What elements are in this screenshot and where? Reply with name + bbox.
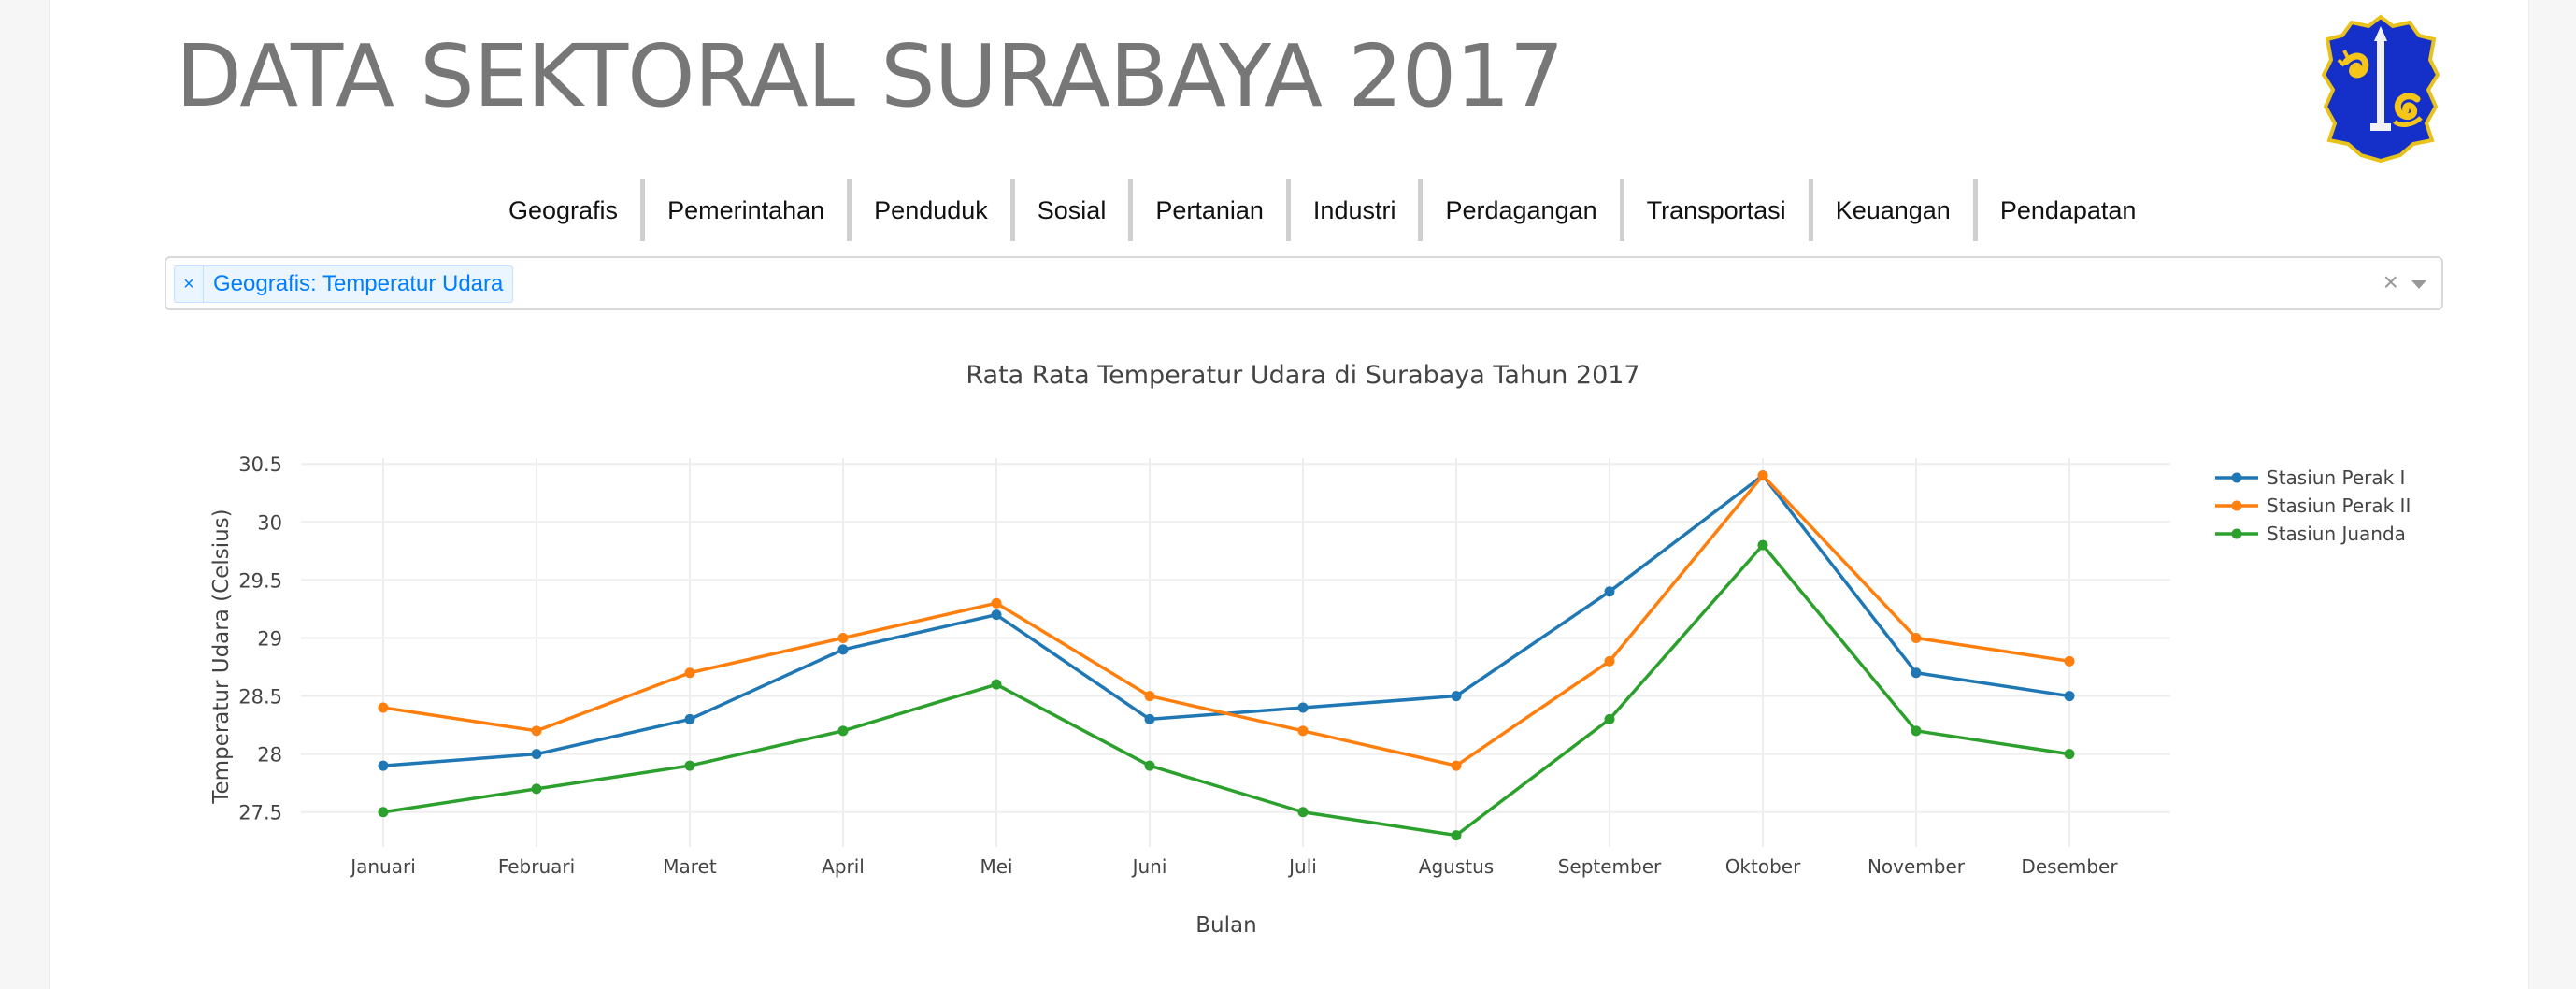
data-point xyxy=(1297,807,1309,818)
page-card xyxy=(49,0,2529,989)
data-point xyxy=(1604,713,1615,724)
data-point xyxy=(1451,691,1462,702)
data-point xyxy=(1911,632,1922,643)
data-point xyxy=(2064,749,2075,760)
data-point xyxy=(1451,830,1462,841)
data-point xyxy=(1144,760,1155,771)
data-point xyxy=(1604,586,1615,597)
x-axis-ticks: Januari Februari Maret April Mei Juni Juli Agus… xyxy=(349,855,2118,878)
y-tick-label: 28 xyxy=(257,744,282,767)
x-tick-label: Desember xyxy=(2021,855,2118,878)
data-point xyxy=(991,609,1002,621)
nav-item-industri[interactable]: Industri xyxy=(1291,179,1424,241)
data-point xyxy=(1144,713,1155,724)
x-tick-label: Maret xyxy=(663,855,717,878)
y-tick-label: 27.5 xyxy=(238,802,282,824)
data-point xyxy=(1911,667,1922,679)
tag-remove-icon[interactable]: × xyxy=(175,266,204,302)
selected-tag-label: Geografis: Temperatur Udara xyxy=(213,271,504,296)
series-line xyxy=(382,543,2070,838)
chart-series xyxy=(378,470,2075,841)
clear-selection-icon[interactable]: × xyxy=(2383,267,2398,296)
legend-label: Stasiun Juanda xyxy=(2267,523,2406,545)
legend-marker xyxy=(2231,528,2242,539)
nav-item-perdagangan[interactable]: Perdagangan xyxy=(1423,179,1624,241)
y-axis-ticks: 27.5 28 28.5 29 29.5 30 30.5 xyxy=(238,453,282,824)
data-point xyxy=(1604,655,1615,666)
x-tick-label: April xyxy=(822,855,865,878)
data-point xyxy=(1757,470,1768,481)
data-point xyxy=(1297,725,1309,737)
chart-legend: Stasiun Perak I Stasiun Perak II Stasiun J… xyxy=(2215,466,2411,545)
legend-marker xyxy=(2231,472,2242,483)
dropdown-arrow-icon[interactable] xyxy=(2411,280,2426,289)
y-tick-label: 28.5 xyxy=(238,686,282,709)
x-tick-label: November xyxy=(1868,855,1966,878)
nav-item-transportasi[interactable]: Transportasi xyxy=(1624,179,1813,241)
dataset-multiselect[interactable]: × Geografis: Temperatur Udara × xyxy=(165,256,2443,310)
selected-tag: × Geografis: Temperatur Udara xyxy=(174,265,514,303)
chart-grid xyxy=(301,458,2170,847)
x-tick-label: Juni xyxy=(1131,855,1167,878)
data-point xyxy=(378,760,389,771)
temperature-line-chart: Rata Rata Temperatur Udara di Surabaya T… xyxy=(209,361,2411,938)
x-tick-label: Januari xyxy=(349,855,416,878)
y-tick-label: 30.5 xyxy=(238,453,282,476)
x-axis-label: Bulan xyxy=(1195,913,1256,938)
data-point xyxy=(684,667,695,679)
x-tick-label: Oktober xyxy=(1725,855,1801,878)
y-tick-label: 29 xyxy=(257,627,282,650)
nav-item-pemerintahan[interactable]: Pemerintahan xyxy=(645,179,852,241)
y-axis-label: Temperatur Udara (Celsius) xyxy=(209,509,234,804)
data-point xyxy=(2064,691,2075,702)
legend-marker xyxy=(2231,500,2242,511)
data-point xyxy=(378,807,389,818)
page-title: DATA SEKTORAL SURABAYA 2017 xyxy=(176,26,1564,126)
data-point xyxy=(837,644,849,655)
y-tick-label: 29.5 xyxy=(238,569,282,592)
x-tick-label: Agustus xyxy=(1419,855,1494,878)
legend-label: Stasiun Perak I xyxy=(2267,466,2405,489)
data-point xyxy=(2064,655,2075,666)
surabaya-crest-icon xyxy=(2320,13,2441,165)
data-point xyxy=(1297,702,1309,713)
legend-label: Stasiun Perak II xyxy=(2267,494,2411,517)
series-line xyxy=(382,473,2070,767)
sector-nav: Geografis Pemerintahan Penduduk Sosial P… xyxy=(486,179,2158,241)
x-tick-label: Februari xyxy=(498,855,575,878)
nav-item-sosial[interactable]: Sosial xyxy=(1015,179,1134,241)
nav-item-pertanian[interactable]: Pertanian xyxy=(1133,179,1291,241)
y-tick-label: 30 xyxy=(257,511,282,534)
nav-item-geografis[interactable]: Geografis xyxy=(486,179,646,241)
series-line xyxy=(382,473,2070,767)
data-point xyxy=(1757,539,1768,551)
data-point xyxy=(991,679,1002,690)
data-point xyxy=(991,597,1002,609)
data-point xyxy=(1451,760,1462,771)
data-point xyxy=(531,725,542,737)
data-point xyxy=(837,632,849,643)
data-point xyxy=(531,749,542,760)
nav-item-keuangan[interactable]: Keuangan xyxy=(1813,179,1978,241)
data-point xyxy=(684,760,695,771)
data-point xyxy=(684,713,695,724)
data-point xyxy=(837,725,849,737)
data-point xyxy=(1911,725,1922,737)
data-point xyxy=(378,702,389,713)
x-tick-label: Juli xyxy=(1287,855,1317,878)
x-tick-label: Mei xyxy=(980,855,1012,878)
x-tick-label: September xyxy=(1558,855,1662,878)
data-point xyxy=(531,783,542,795)
chart-title: Rata Rata Temperatur Udara di Surabaya T… xyxy=(966,361,1639,390)
data-point xyxy=(1144,691,1155,702)
nav-item-pendapatan[interactable]: Pendapatan xyxy=(1999,196,2137,224)
nav-item-penduduk[interactable]: Penduduk xyxy=(852,179,1015,241)
